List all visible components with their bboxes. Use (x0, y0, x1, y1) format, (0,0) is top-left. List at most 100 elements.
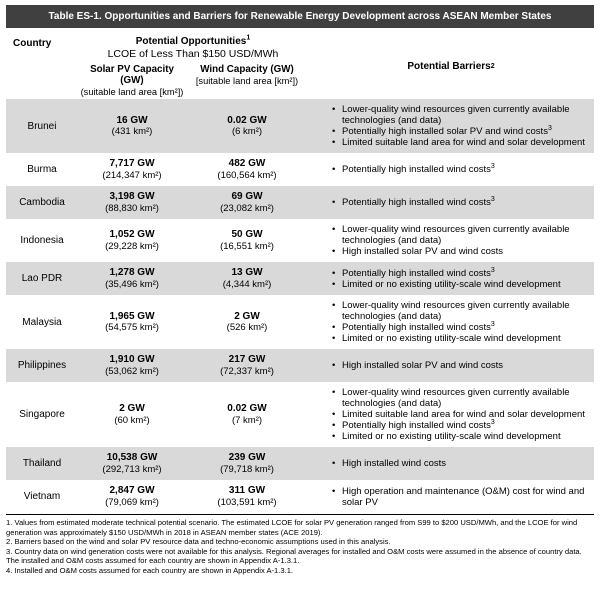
barriers-cell: High installed wind costs (308, 453, 594, 474)
barriers-cell: High operation and maintenance (O&M) cos… (308, 481, 594, 513)
solar-area-value: (53,062 km²) (105, 365, 159, 377)
barrier-item: High operation and maintenance (O&M) cos… (332, 486, 588, 508)
wind-capacity-cell: 50 GW (16,551 km²) (186, 224, 308, 257)
lcoe-subtitle: LCOE of Less Than $150 USD/MWh (107, 48, 279, 60)
wind-capacity-cell: 13 GW (4,344 km²) (186, 262, 308, 295)
barriers-cell: Lower-quality wind resources given curre… (308, 219, 594, 262)
column-header-wind: Wind Capacity (GW) [suitable land area [… (186, 64, 308, 97)
solar-capacity-cell: 16 GW (431 km²) (78, 110, 186, 143)
wind-capacity-cell: 482 GW (160,564 km²) (186, 153, 308, 186)
solar-capacity-cell: 1,052 GW (29,228 km²) (78, 224, 186, 257)
wind-capacity-cell: 2 GW (526 km²) (186, 306, 308, 339)
barrier-footnote-ref: 3 (490, 266, 495, 274)
wind-gw-value: 13 GW (231, 267, 263, 278)
country-cell: Cambodia (19, 197, 65, 208)
wind-area-value: (6 km²) (231, 126, 263, 137)
wind-gw-value: 217 GW (228, 354, 266, 365)
barrier-item: High installed solar PV and wind costs (332, 246, 588, 257)
barrier-item: Limited or no existing utility-scale win… (332, 279, 588, 290)
wind-capacity-cell: 239 GW (79,718 km²) (186, 447, 308, 480)
wind-area-value: (16,551 km²) (220, 240, 274, 252)
barriers-cell: Potentially high installed wind costs3 (308, 159, 594, 180)
country-cell: Philippines (17, 360, 67, 371)
barriers-list: Lower-quality wind resources given curre… (332, 387, 588, 442)
barriers-title-text: Potential Barriers (407, 61, 491, 72)
column-header-country: Country (13, 38, 52, 49)
barrier-item: Potentially high installed solar PV and … (332, 125, 588, 137)
table-row: Vietnam 2,847 GW (79,069 km²) 311 GW (10… (6, 480, 594, 513)
barrier-item: Potentially high installed wind costs3 (332, 321, 588, 333)
barrier-item: Potentially high installed wind costs3 (332, 419, 588, 431)
barrier-item: Limited suitable land area for wind and … (332, 409, 588, 420)
barriers-cell: Lower-quality wind resources given curre… (308, 382, 594, 447)
barrier-footnote-ref: 3 (490, 162, 495, 170)
wind-capacity-label: Wind Capacity (GW) (200, 64, 294, 75)
wind-capacity-cell: 0.02 GW (6 km²) (186, 110, 308, 143)
solar-gw-value: 1,910 GW (109, 354, 155, 365)
barrier-item: Lower-quality wind resources given curre… (332, 387, 588, 409)
barriers-cell: Potentially high installed wind costs3Li… (308, 263, 594, 295)
barriers-list: High operation and maintenance (O&M) cos… (332, 486, 588, 508)
solar-gw-value: 2 GW (119, 403, 145, 414)
wind-gw-value: 0.02 GW (227, 114, 267, 126)
country-cell: Vietnam (23, 491, 61, 502)
solar-area-value: (88,830 km²) (105, 202, 159, 214)
barrier-item: Potentially high installed wind costs3 (332, 162, 588, 175)
column-header-solar: Solar PV Capacity (GW) (suitable land ar… (78, 64, 186, 97)
table-header: Country Potential Opportunities1 LCOE of… (6, 32, 594, 99)
footnote: 4. Installed and O&M costs assumed for e… (6, 565, 294, 575)
column-header-barriers: Potential Barriers 2 (407, 61, 495, 72)
country-cell: Singapore (19, 409, 65, 420)
solar-area-value: (292,713 km²) (102, 463, 162, 475)
table-row: Thailand 10,538 GW (292,713 km²) 239 GW … (6, 447, 594, 480)
solar-capacity-cell: 10,538 GW (292,713 km²) (78, 447, 186, 480)
barrier-item: Lower-quality wind resources given curre… (332, 104, 588, 126)
barrier-item: Lower-quality wind resources given curre… (332, 300, 588, 322)
solar-capacity-cell: 1,910 GW (53,062 km²) (78, 349, 186, 382)
wind-area-value: (103,591 km²) (217, 496, 277, 508)
solar-gw-value: 16 GW (116, 114, 148, 126)
barriers-list: Potentially high installed wind costs3 (332, 162, 588, 175)
table-title: Table ES-1. Opportunities and Barriers f… (6, 5, 594, 28)
table-body: Brunei 16 GW (431 km²) 0.02 GW (6 km²) L… (6, 99, 594, 513)
wind-gw-value: 311 GW (228, 485, 266, 496)
solar-area-value: (431 km²) (111, 126, 153, 137)
solar-area-sublabel: (suitable land area [km²]) (80, 87, 184, 97)
barrier-item: Lower-quality wind resources given curre… (332, 224, 588, 246)
wind-area-value: (79,718 km²) (220, 463, 274, 475)
solar-capacity-cell: 7,717 GW (214,347 km²) (78, 153, 186, 186)
barrier-item: Potentially high installed wind costs3 (332, 266, 588, 278)
column-header-opportunities: Potential Opportunities1 LCOE of Less Th… (78, 34, 308, 97)
solar-gw-value: 1,965 GW (109, 310, 155, 322)
wind-area-value: (7 km²) (231, 414, 263, 426)
wind-area-value: (23,082 km²) (220, 202, 274, 214)
solar-area-value: (54,575 km²) (105, 322, 159, 333)
solar-gw-value: 2,847 GW (109, 485, 155, 496)
report-table-page: Table ES-1. Opportunities and Barriers f… (0, 0, 600, 576)
solar-area-value: (35,496 km²) (105, 278, 159, 290)
wind-area-value: (526 km²) (226, 322, 268, 333)
solar-area-value: (29,228 km²) (105, 240, 159, 252)
wind-capacity-cell: 0.02 GW (7 km²) (186, 398, 308, 431)
table-row: Indonesia 1,052 GW (29,228 km²) 50 GW (1… (6, 219, 594, 262)
barrier-item: High installed wind costs (332, 458, 588, 469)
wind-gw-value: 482 GW (228, 158, 266, 169)
wind-area-sublabel: [suitable land area [km²]) (195, 76, 299, 86)
solar-gw-value: 10,538 GW (106, 452, 158, 463)
barrier-footnote-ref: 3 (490, 195, 495, 203)
barriers-list: Lower-quality wind resources given curre… (332, 224, 588, 257)
solar-capacity-cell: 2 GW (60 km²) (78, 398, 186, 431)
wind-gw-value: 50 GW (231, 229, 263, 240)
solar-gw-value: 1,278 GW (109, 267, 155, 278)
barrier-item: Limited or no existing utility-scale win… (332, 333, 588, 344)
opportunities-footnote-ref: 1 (246, 34, 251, 42)
country-cell: Indonesia (20, 235, 64, 246)
table-row: Lao PDR 1,278 GW (35,496 km²) 13 GW (4,3… (6, 262, 594, 295)
wind-gw-value: 239 GW (228, 452, 266, 463)
barrier-item: Limited suitable land area for wind and … (332, 137, 588, 148)
wind-capacity-cell: 69 GW (23,082 km²) (186, 186, 308, 219)
barriers-list: Potentially high installed wind costs3 (332, 195, 588, 208)
barrier-item: Limited or no existing utility-scale win… (332, 431, 588, 442)
solar-area-value: (60 km²) (114, 414, 150, 426)
wind-area-value: (72,337 km²) (220, 365, 274, 377)
